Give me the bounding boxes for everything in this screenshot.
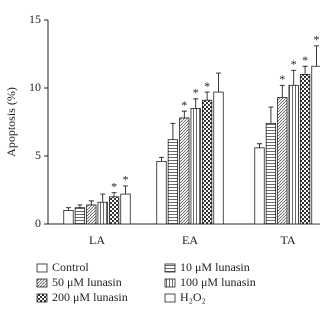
bar	[201, 99, 213, 225]
bar	[120, 193, 131, 225]
x-tick-label: TA	[280, 233, 295, 247]
legend-swatch	[36, 278, 48, 288]
y-axis-label: Apoptosis (%)	[4, 87, 18, 157]
bar	[179, 117, 190, 225]
significance-mark: *	[181, 98, 187, 112]
y-tick-label: 15	[29, 12, 41, 26]
error-bar	[302, 65, 308, 75]
bar	[265, 122, 277, 225]
legend-swatch	[36, 263, 48, 273]
error-bar	[193, 98, 199, 109]
bar	[311, 65, 320, 225]
y-tick-label: 0	[35, 216, 41, 230]
error-bar	[204, 91, 210, 101]
x-tick-label: LA	[89, 233, 105, 247]
bar	[288, 84, 299, 225]
error-bar	[159, 156, 164, 162]
y-tick-label: 10	[29, 80, 41, 94]
bar	[213, 91, 224, 225]
error-bar	[279, 84, 285, 98]
error-bar	[88, 200, 94, 205]
bar	[86, 204, 97, 225]
bar	[277, 97, 288, 225]
y-tick-label: 5	[35, 148, 41, 162]
bar	[156, 161, 167, 225]
legend-swatch	[164, 293, 176, 303]
significance-mark: *	[302, 53, 308, 67]
significance-mark: *	[123, 173, 129, 187]
error-bar	[291, 69, 297, 86]
error-bar	[111, 192, 117, 197]
bar	[97, 201, 108, 225]
bar	[74, 207, 86, 225]
bar	[254, 147, 265, 225]
significance-mark: *	[193, 86, 199, 100]
bar	[190, 108, 201, 225]
significance-mark: *	[204, 79, 210, 93]
legend-label: 100 μM lunasin	[180, 275, 256, 289]
legend-swatch	[36, 293, 48, 303]
legend-label: Control	[52, 260, 89, 274]
bar	[167, 139, 179, 225]
error-bar	[216, 72, 221, 93]
legend-swatch	[164, 278, 176, 288]
error-bar	[66, 207, 71, 211]
bar	[299, 74, 311, 225]
significance-mark: *	[279, 72, 285, 86]
error-bar	[123, 185, 128, 195]
error-bar	[268, 106, 274, 124]
x-tick-label: EA	[182, 233, 198, 247]
significance-mark: *	[291, 57, 297, 71]
error-bar	[100, 193, 106, 203]
bar	[108, 196, 120, 225]
legend-label: 200 μM lunasin	[52, 290, 128, 304]
legend-swatch	[164, 263, 176, 273]
error-bar	[181, 110, 187, 118]
error-bar	[77, 204, 83, 208]
error-bar	[170, 122, 176, 140]
error-bar	[257, 143, 262, 148]
error-bar	[314, 45, 319, 67]
significance-mark: *	[111, 179, 117, 193]
significance-mark: *	[314, 33, 320, 47]
legend-label: 10 μM lunasin	[180, 260, 250, 274]
bar	[63, 209, 74, 225]
legend-label: H₂O₂	[180, 290, 206, 304]
legend-label: 50 μM lunasin	[52, 275, 122, 289]
